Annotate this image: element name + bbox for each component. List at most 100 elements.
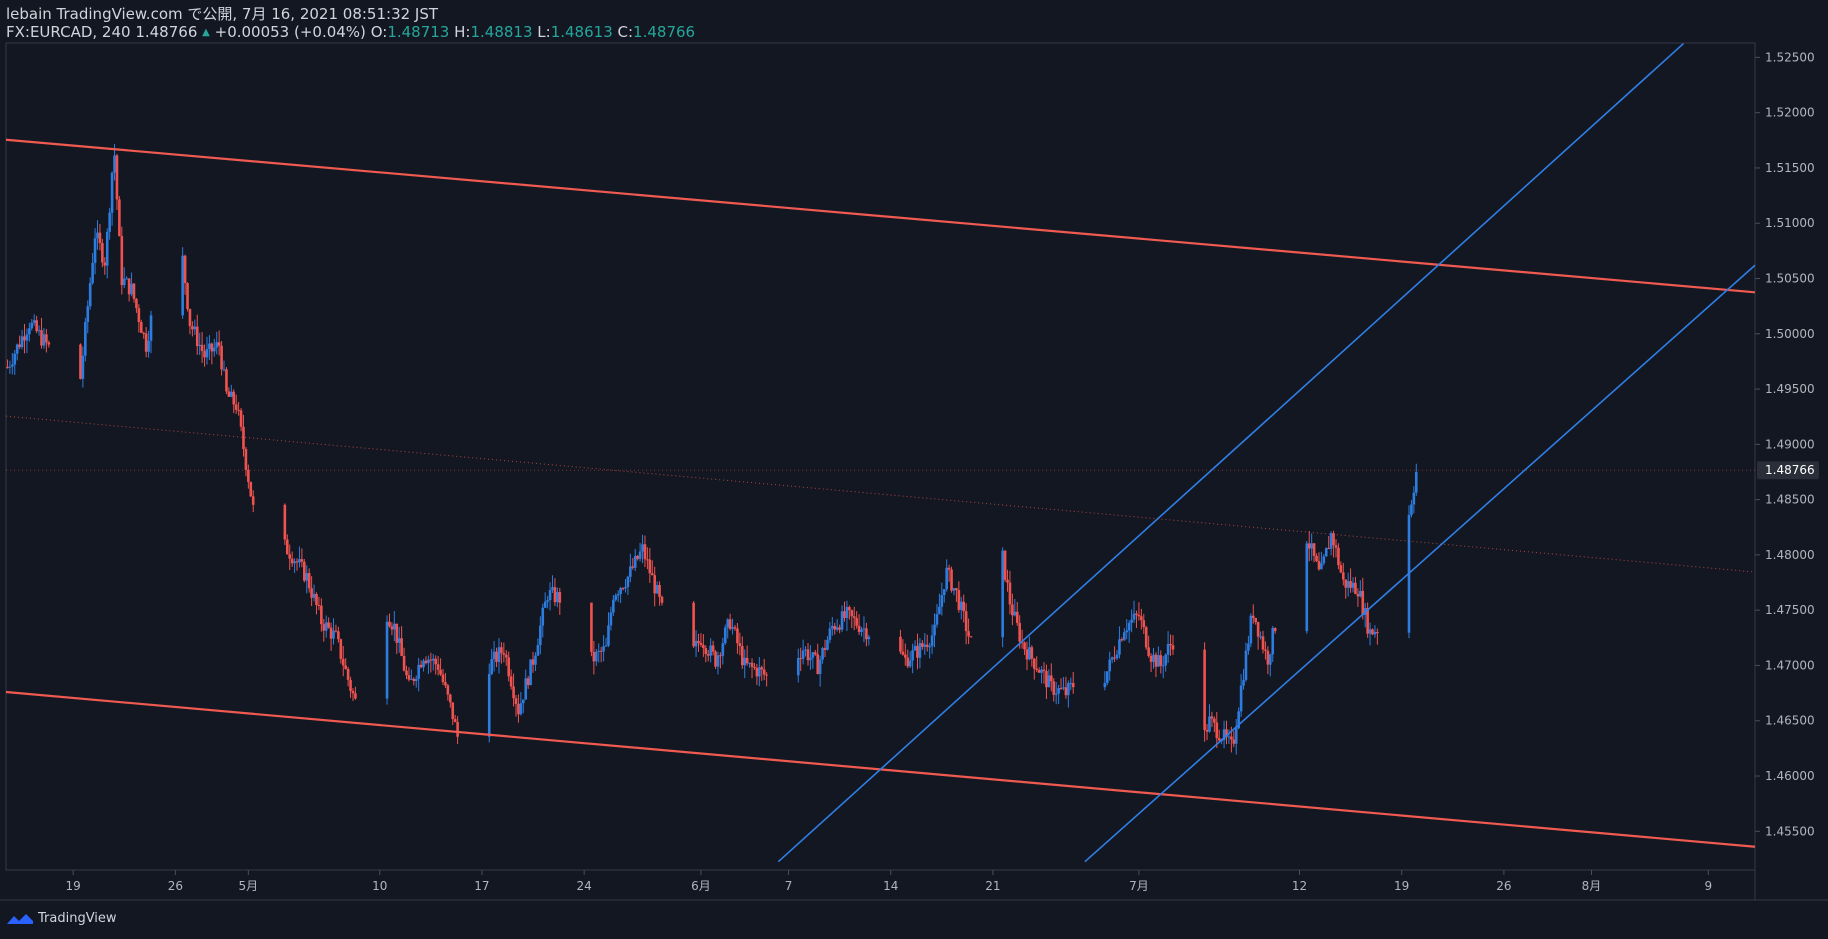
candle-body bbox=[405, 670, 408, 676]
candle-body bbox=[522, 699, 525, 704]
candle-body bbox=[619, 588, 622, 594]
chart-header: lebain TradingView.com で公開, 7月 16, 2021 … bbox=[6, 5, 695, 41]
candle-body bbox=[230, 391, 233, 397]
candle-body bbox=[1237, 711, 1240, 729]
candle-body bbox=[424, 660, 428, 664]
candle-body bbox=[719, 655, 722, 657]
candle-body bbox=[32, 320, 36, 323]
candle-body bbox=[801, 650, 805, 659]
candle-body bbox=[334, 630, 338, 632]
y-tick-label: 1.50000 bbox=[1765, 327, 1815, 341]
candle-body bbox=[935, 614, 939, 625]
candle-body bbox=[750, 662, 754, 667]
x-tick-label: 7月 bbox=[1129, 879, 1149, 893]
candle-body bbox=[217, 342, 221, 346]
candle-body bbox=[692, 602, 695, 647]
candle-body bbox=[147, 340, 150, 352]
candle-body bbox=[1028, 647, 1031, 660]
y-tick-label: 1.47000 bbox=[1765, 658, 1815, 672]
candle-body bbox=[215, 342, 219, 348]
candle-body bbox=[921, 643, 924, 647]
candle-body bbox=[1346, 581, 1350, 588]
candle-body bbox=[806, 649, 810, 661]
tradingview-logo-icon bbox=[7, 913, 33, 924]
last-price: 1.48766 bbox=[135, 23, 198, 41]
x-tick-label: 17 bbox=[474, 879, 489, 893]
candle-body bbox=[410, 678, 413, 680]
candle-body bbox=[534, 655, 537, 665]
candle-body bbox=[901, 651, 905, 655]
candle-body bbox=[137, 308, 141, 322]
candle-body bbox=[322, 624, 326, 631]
candle-body bbox=[1001, 550, 1004, 638]
candle-body bbox=[624, 586, 627, 589]
candle-body bbox=[307, 573, 311, 589]
last-price-badge-text: 1.48766 bbox=[1765, 463, 1815, 477]
candle-body bbox=[441, 674, 445, 683]
y-tick-label: 1.45500 bbox=[1765, 824, 1815, 838]
candle-body bbox=[655, 585, 659, 594]
candle-body bbox=[1164, 654, 1167, 666]
candle-body bbox=[191, 326, 194, 330]
candle-body bbox=[436, 664, 440, 670]
candle-body bbox=[354, 693, 357, 699]
candle-body bbox=[1113, 657, 1116, 659]
candle-body bbox=[422, 660, 425, 668]
candle-body bbox=[1264, 649, 1267, 651]
candle-body bbox=[1239, 685, 1243, 712]
x-tick-label: 21 bbox=[985, 879, 1000, 893]
candle-body bbox=[86, 306, 90, 323]
high-value: 1.48813 bbox=[470, 23, 533, 41]
candle-body bbox=[341, 658, 345, 666]
candle-body bbox=[612, 599, 615, 613]
candle-body bbox=[711, 645, 715, 652]
candle-body bbox=[8, 366, 12, 368]
candle-body bbox=[1259, 636, 1262, 638]
candle-body bbox=[1105, 671, 1109, 683]
candle-body bbox=[1123, 632, 1126, 641]
candle-body bbox=[590, 602, 593, 652]
candle-body bbox=[850, 610, 854, 617]
symbol-label[interactable]: FX:EURCAD, 240 bbox=[6, 23, 131, 41]
candle-body bbox=[1305, 543, 1309, 632]
candle-body bbox=[125, 278, 128, 280]
candle-body bbox=[731, 627, 734, 629]
candle-body bbox=[25, 334, 29, 341]
candle-body bbox=[93, 238, 97, 263]
candle-body bbox=[1412, 492, 1416, 505]
candle-body bbox=[419, 664, 423, 668]
candle-body bbox=[952, 588, 956, 591]
footer-brand[interactable]: TradingView bbox=[6, 911, 117, 926]
candle-body bbox=[1125, 630, 1129, 633]
candle-body bbox=[208, 343, 211, 349]
candle-body bbox=[1054, 693, 1058, 695]
candle-body bbox=[918, 643, 922, 658]
candle-body bbox=[818, 659, 822, 675]
candle-body bbox=[1137, 614, 1141, 617]
candle-body bbox=[1251, 615, 1255, 618]
candle-body bbox=[923, 644, 927, 647]
candle-body bbox=[225, 369, 228, 392]
candle-body bbox=[1011, 604, 1014, 616]
candle-body bbox=[293, 561, 296, 564]
candle-body bbox=[1247, 643, 1250, 651]
candle-body bbox=[1108, 659, 1112, 672]
candle-body bbox=[1159, 655, 1163, 666]
candle-body bbox=[402, 655, 406, 671]
candle-body bbox=[127, 278, 131, 295]
candle-body bbox=[113, 155, 116, 173]
candle-body bbox=[721, 643, 725, 656]
ohlc-legend: FX:EURCAD, 240 1.48766 ▲ +0.00053 (+0.04… bbox=[6, 23, 695, 41]
candle-body bbox=[899, 636, 902, 652]
candle-body bbox=[242, 426, 245, 450]
candle-body bbox=[393, 623, 396, 630]
candle-body bbox=[37, 330, 41, 332]
candle-body bbox=[13, 353, 17, 365]
red-trendline bbox=[5, 138, 1756, 294]
candle-body bbox=[541, 607, 545, 626]
candle-body bbox=[222, 369, 226, 371]
candle-body bbox=[324, 622, 328, 631]
candle-body bbox=[916, 645, 919, 658]
blue-trendline bbox=[777, 42, 1684, 863]
